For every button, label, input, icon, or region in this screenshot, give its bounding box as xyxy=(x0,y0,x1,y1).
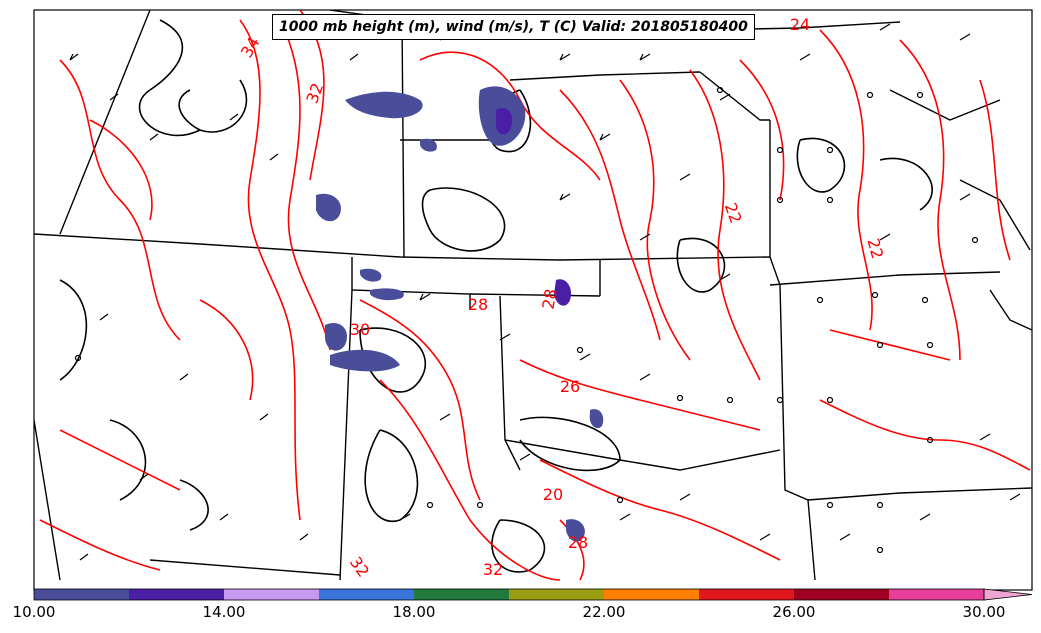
colorbar-tick-label: 26.00 xyxy=(772,603,816,621)
colorbar-segment xyxy=(129,589,225,600)
contour-label: 26 xyxy=(560,377,580,396)
colorbar-segment xyxy=(509,589,605,600)
colorbar-segment xyxy=(414,589,510,600)
state-borders xyxy=(34,10,1032,581)
colorbar-segment xyxy=(319,589,415,600)
contour-label: 28 xyxy=(468,295,488,314)
colorbar-segment xyxy=(604,589,700,600)
colorbar-segment xyxy=(34,589,130,600)
precipitation-fill xyxy=(316,86,604,542)
colorbar xyxy=(33,588,1033,601)
contour-label: 20 xyxy=(543,485,563,504)
colorbar-outline xyxy=(33,588,985,601)
colorbar-tick-label: 18.00 xyxy=(392,603,436,621)
height-contours xyxy=(59,19,933,573)
colorbar-tick-label: 10.00 xyxy=(12,603,56,621)
contour-label: 24 xyxy=(790,15,810,34)
map-title: 1000 mb height (m), wind (m/s), T (C) Va… xyxy=(272,14,755,40)
contour-label: 22 xyxy=(864,236,888,261)
contour-label: 28 xyxy=(568,533,588,552)
colorbar-segment xyxy=(794,589,890,600)
colorbar-tick-label: 30.00 xyxy=(962,603,1006,621)
contour-label: 28 xyxy=(538,287,560,310)
colorbar-tick-label: 14.00 xyxy=(202,603,246,621)
colorbar-segment xyxy=(699,589,795,600)
colorbar-tick-label: 22.00 xyxy=(582,603,626,621)
contour-label: 32 xyxy=(483,560,503,579)
colorbar-segment xyxy=(889,589,985,600)
calm-wind-markers xyxy=(74,86,979,554)
wind-barbs xyxy=(69,23,1021,561)
contour-label: 30 xyxy=(350,320,370,339)
colorbar-segment xyxy=(224,589,320,600)
temperature-contours xyxy=(39,10,1031,581)
colorbar-extend-arrow xyxy=(983,588,1033,601)
